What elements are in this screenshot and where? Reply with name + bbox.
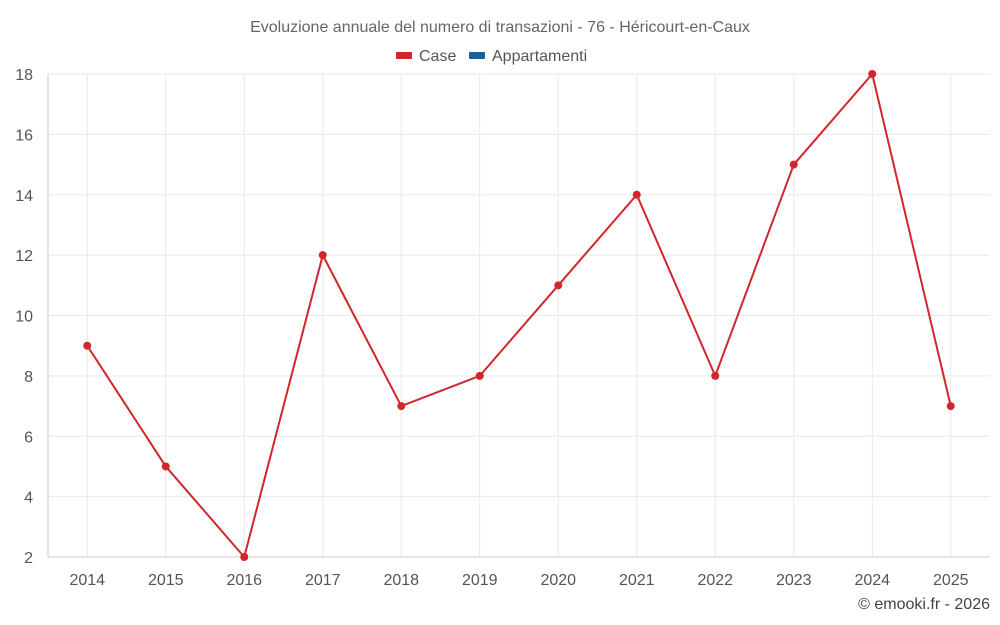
data-point-case-2017[interactable] xyxy=(318,251,327,260)
y-gridlines xyxy=(48,73,990,498)
legend-label-appartamenti: Appartamenti xyxy=(492,48,587,65)
data-point-case-2016[interactable] xyxy=(240,553,249,561)
x-tick-label: 2023 xyxy=(776,572,812,589)
x-tick-label: 2015 xyxy=(148,572,184,589)
x-tick-label: 2019 xyxy=(462,572,498,589)
x-gridlines xyxy=(86,74,952,557)
legend: Case Appartamenti xyxy=(396,48,587,65)
x-axis-ticks: 2014 2015 2016 2017 2018 2019 2020 2021 2022 2023… xyxy=(69,572,968,589)
legend-swatch-appartamenti xyxy=(469,52,485,59)
data-point-case-2019[interactable] xyxy=(475,371,484,380)
data-point-case-2021[interactable] xyxy=(632,190,641,199)
series-line-case xyxy=(86,73,952,558)
y-tick-label: 10 xyxy=(15,309,33,326)
x-tick-label: 2017 xyxy=(305,572,341,589)
data-point-case-2025[interactable] xyxy=(946,402,955,411)
y-tick-label: 8 xyxy=(24,369,33,386)
y-tick-label: 12 xyxy=(15,248,33,265)
data-point-case-2023[interactable] xyxy=(789,160,798,169)
x-tick-label: 2022 xyxy=(697,572,733,589)
y-tick-label: 16 xyxy=(15,127,33,144)
data-point-case-2018[interactable] xyxy=(397,402,406,411)
chart-title: Evoluzione annuale del numero di transaz… xyxy=(250,19,750,36)
data-point-case-2024[interactable] xyxy=(868,70,877,78)
legend-label-case: Case xyxy=(419,48,456,65)
data-point-case-2014[interactable] xyxy=(83,341,92,350)
data-point-case-2020[interactable] xyxy=(554,281,563,290)
x-tick-label: 2014 xyxy=(69,572,105,589)
y-axis-ticks: 2 4 6 8 10 12 14 16 18 xyxy=(15,67,33,567)
data-point-case-2015[interactable] xyxy=(161,462,170,471)
x-tick-label: 2025 xyxy=(933,572,969,589)
legend-item-case[interactable]: Case xyxy=(396,48,456,65)
x-tick-label: 2016 xyxy=(226,572,262,589)
legend-swatch-case xyxy=(396,52,412,59)
data-point-case-2022[interactable] xyxy=(711,371,720,380)
y-tick-label: 6 xyxy=(24,429,33,446)
x-tick-label: 2018 xyxy=(383,572,419,589)
y-tick-label: 14 xyxy=(15,188,33,205)
x-tick-label: 2020 xyxy=(540,572,576,589)
y-tick-label: 2 xyxy=(24,550,33,567)
y-tick-label: 18 xyxy=(15,67,33,84)
x-tick-label: 2021 xyxy=(619,572,655,589)
credit: © emooki.fr - 2026 xyxy=(858,596,990,613)
series-case xyxy=(83,70,955,561)
legend-item-appartamenti[interactable]: Appartamenti xyxy=(469,48,587,65)
x-tick-label: 2024 xyxy=(854,572,890,589)
y-tick-label: 4 xyxy=(24,490,33,507)
